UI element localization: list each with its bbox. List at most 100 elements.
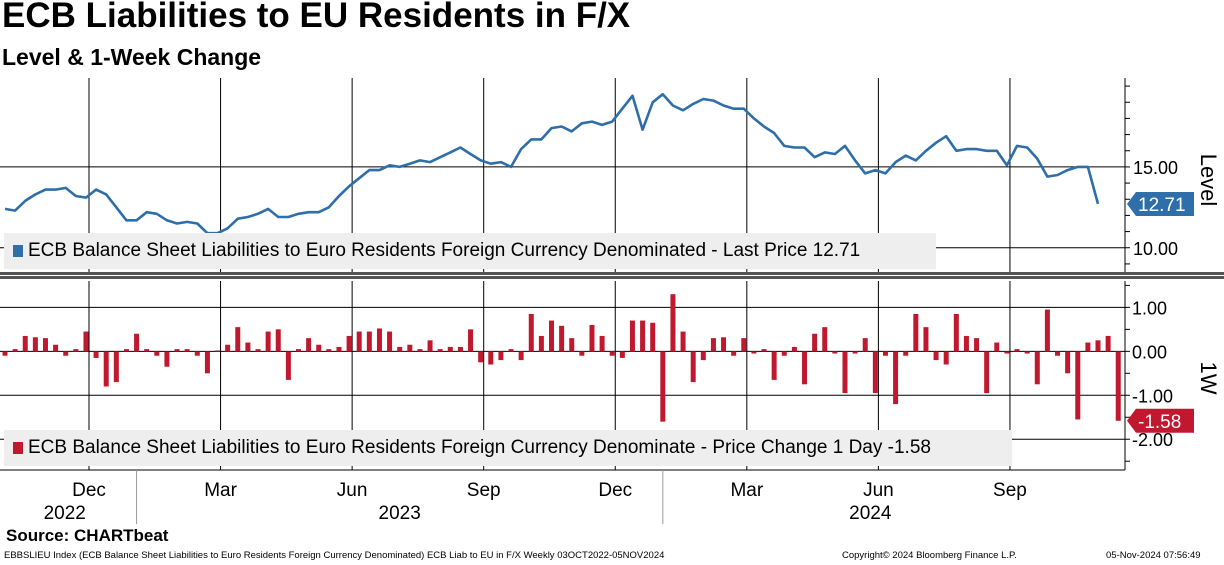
- change-bar: [346, 335, 352, 352]
- change-bar: [295, 349, 301, 352]
- change-bar: [518, 351, 524, 361]
- change-bar: [781, 351, 787, 356]
- change-bar: [761, 349, 767, 352]
- change-bar: [549, 320, 554, 352]
- level-series-line: [4, 92, 1100, 235]
- x-tick-label-month: Jun: [863, 480, 894, 501]
- x-tick-label-year: 2022: [44, 503, 86, 524]
- change-bar: [306, 338, 312, 352]
- change-bar: [447, 346, 453, 352]
- change-bar: [42, 338, 48, 352]
- change-bar: [1105, 335, 1111, 352]
- legend-change-text: ECB Balance Sheet Liabilities to Euro Re…: [28, 437, 931, 458]
- x-tick-label-month: Sep: [993, 480, 1027, 501]
- change-bar: [893, 351, 899, 405]
- change-bar: [791, 346, 797, 352]
- legend-level: ECB Balance Sheet Liabilities to Euro Re…: [4, 233, 936, 269]
- last-value-level: 12.71: [1138, 195, 1186, 216]
- change-bar: [670, 294, 676, 352]
- change-bar: [1085, 342, 1091, 352]
- change-bar: [1004, 351, 1010, 354]
- change-bar: [660, 351, 666, 422]
- change-bar: [822, 327, 828, 352]
- change-bar: [751, 351, 757, 354]
- change-bar: [903, 351, 909, 356]
- source-note: Source: CHARTbeat: [6, 526, 169, 545]
- chart-title: ECB Liabilities to EU Residents in F/X: [2, 0, 631, 35]
- change-bar: [174, 349, 180, 352]
- change-bar: [1024, 351, 1030, 354]
- change-bar: [710, 338, 716, 352]
- change-bar: [22, 335, 28, 352]
- legend-level-swatch: [13, 245, 23, 257]
- change-bar: [1034, 351, 1040, 385]
- change-bar: [963, 335, 969, 352]
- change-bar: [994, 342, 1000, 352]
- change-bar: [700, 351, 706, 361]
- change-bar: [265, 331, 271, 352]
- last-value-level-bg: [1127, 191, 1194, 216]
- change-bar: [215, 350, 221, 352]
- change-bar: [528, 313, 534, 352]
- change-bar: [235, 327, 241, 352]
- change-bar: [771, 351, 777, 380]
- y-tick-label-change: -2.00: [1132, 430, 1173, 450]
- change-bar: [478, 351, 484, 363]
- change-bar: [164, 351, 170, 367]
- change-bar: [599, 335, 605, 352]
- footer-ticker: EBBSLIEU Index (ECB Balance Sheet Liabil…: [4, 550, 665, 561]
- change-bar: [1014, 349, 1020, 352]
- change-bar: [650, 322, 656, 352]
- change-bar: [690, 351, 696, 383]
- chart-subtitle: Level & 1-Week Change: [2, 44, 262, 70]
- change-bar: [184, 349, 190, 352]
- change-bar: [123, 349, 129, 352]
- change-bar: [812, 333, 818, 352]
- x-tick-label-year: 2024: [849, 503, 892, 524]
- x-tick-label-month: Mar: [730, 480, 763, 501]
- axis-title-change: 1W: [1196, 362, 1221, 395]
- last-value-change: -1.58: [1138, 412, 1181, 433]
- change-bar: [984, 351, 990, 394]
- change-bar: [1065, 351, 1071, 374]
- change-bar: [32, 337, 38, 352]
- change-bar: [83, 331, 89, 352]
- panel-separator-top: [0, 272, 1224, 275]
- change-bar: [376, 328, 382, 352]
- y-tick-label-level: 15.00: [1133, 158, 1178, 178]
- y-tick-label-level: 10.00: [1133, 239, 1178, 259]
- change-bar: [387, 331, 393, 352]
- change-bar: [569, 338, 575, 352]
- change-bar: [629, 320, 635, 352]
- change-bar: [974, 338, 980, 352]
- change-bar: [326, 349, 332, 352]
- x-tick-label-year: 2023: [379, 503, 421, 524]
- panel-separator-bottom: [0, 276, 1224, 279]
- change-bar: [832, 351, 838, 354]
- change-bar: [1095, 340, 1101, 352]
- change-bar: [194, 351, 200, 356]
- change-bar: [154, 351, 160, 356]
- change-bar: [53, 344, 59, 352]
- change-bar: [225, 344, 231, 352]
- change-bar: [802, 351, 808, 385]
- axis-title-level: Level: [1196, 154, 1221, 207]
- change-bar: [356, 331, 362, 352]
- change-bar: [488, 351, 494, 365]
- change-bar: [933, 351, 939, 361]
- change-bar: [316, 344, 322, 352]
- change-bar: [336, 346, 342, 352]
- change-bar: [427, 340, 433, 352]
- change-bar: [93, 351, 99, 358]
- change-bar: [741, 338, 747, 352]
- change-bar: [882, 351, 888, 356]
- legend-change: ECB Balance Sheet Liabilities to Euro Re…: [4, 430, 1012, 466]
- change-bar: [508, 349, 514, 352]
- change-bar: [255, 349, 261, 352]
- change-bar: [559, 325, 565, 352]
- change-bar: [579, 351, 585, 356]
- change-bar: [12, 349, 18, 352]
- change-bar: [953, 313, 959, 352]
- change-bar: [366, 331, 372, 352]
